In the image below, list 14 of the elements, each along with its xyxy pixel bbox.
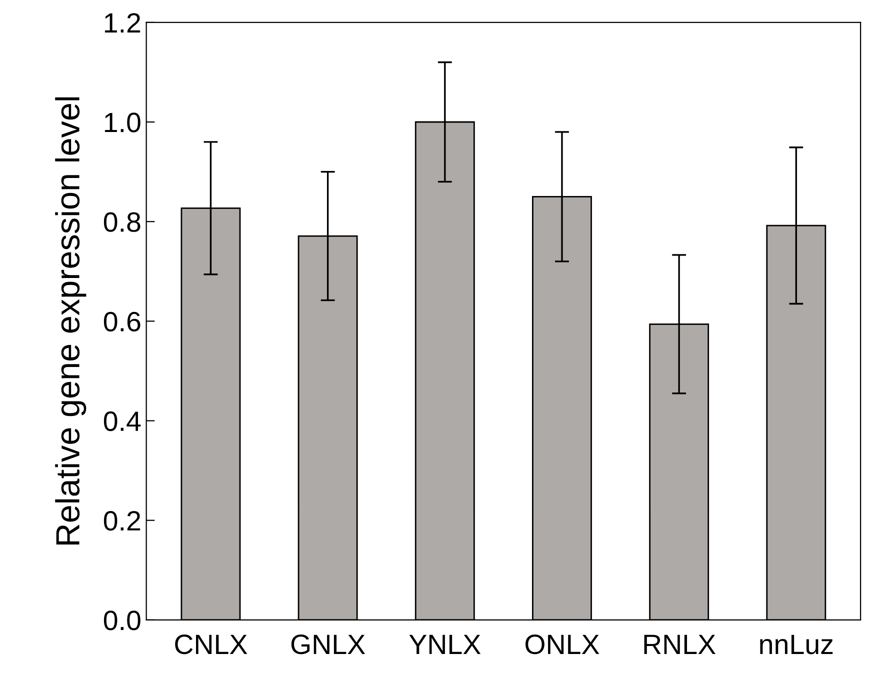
y-tick-label: 0.6 [104,312,140,332]
x-tick-label: RNLX [644,634,716,654]
y-tick-label: 1.0 [104,112,140,132]
y-tick-label: 0.0 [104,610,140,630]
y-tick-label: 0.4 [104,411,141,432]
y-tick-label: 1.2 [104,13,140,32]
y-axis-title: Relative gene expression level [55,97,86,544]
y-tick-label: 0.2 [104,511,140,531]
x-tick-label: nnLuz [760,634,833,654]
y-tick-label: 0.8 [104,212,140,232]
x-tick-label: GNLX [291,634,366,654]
x-tick-label: YNLX [409,634,481,654]
x-tick-label: CNLX [175,634,248,654]
x-tick-label: ONLX [525,634,600,654]
